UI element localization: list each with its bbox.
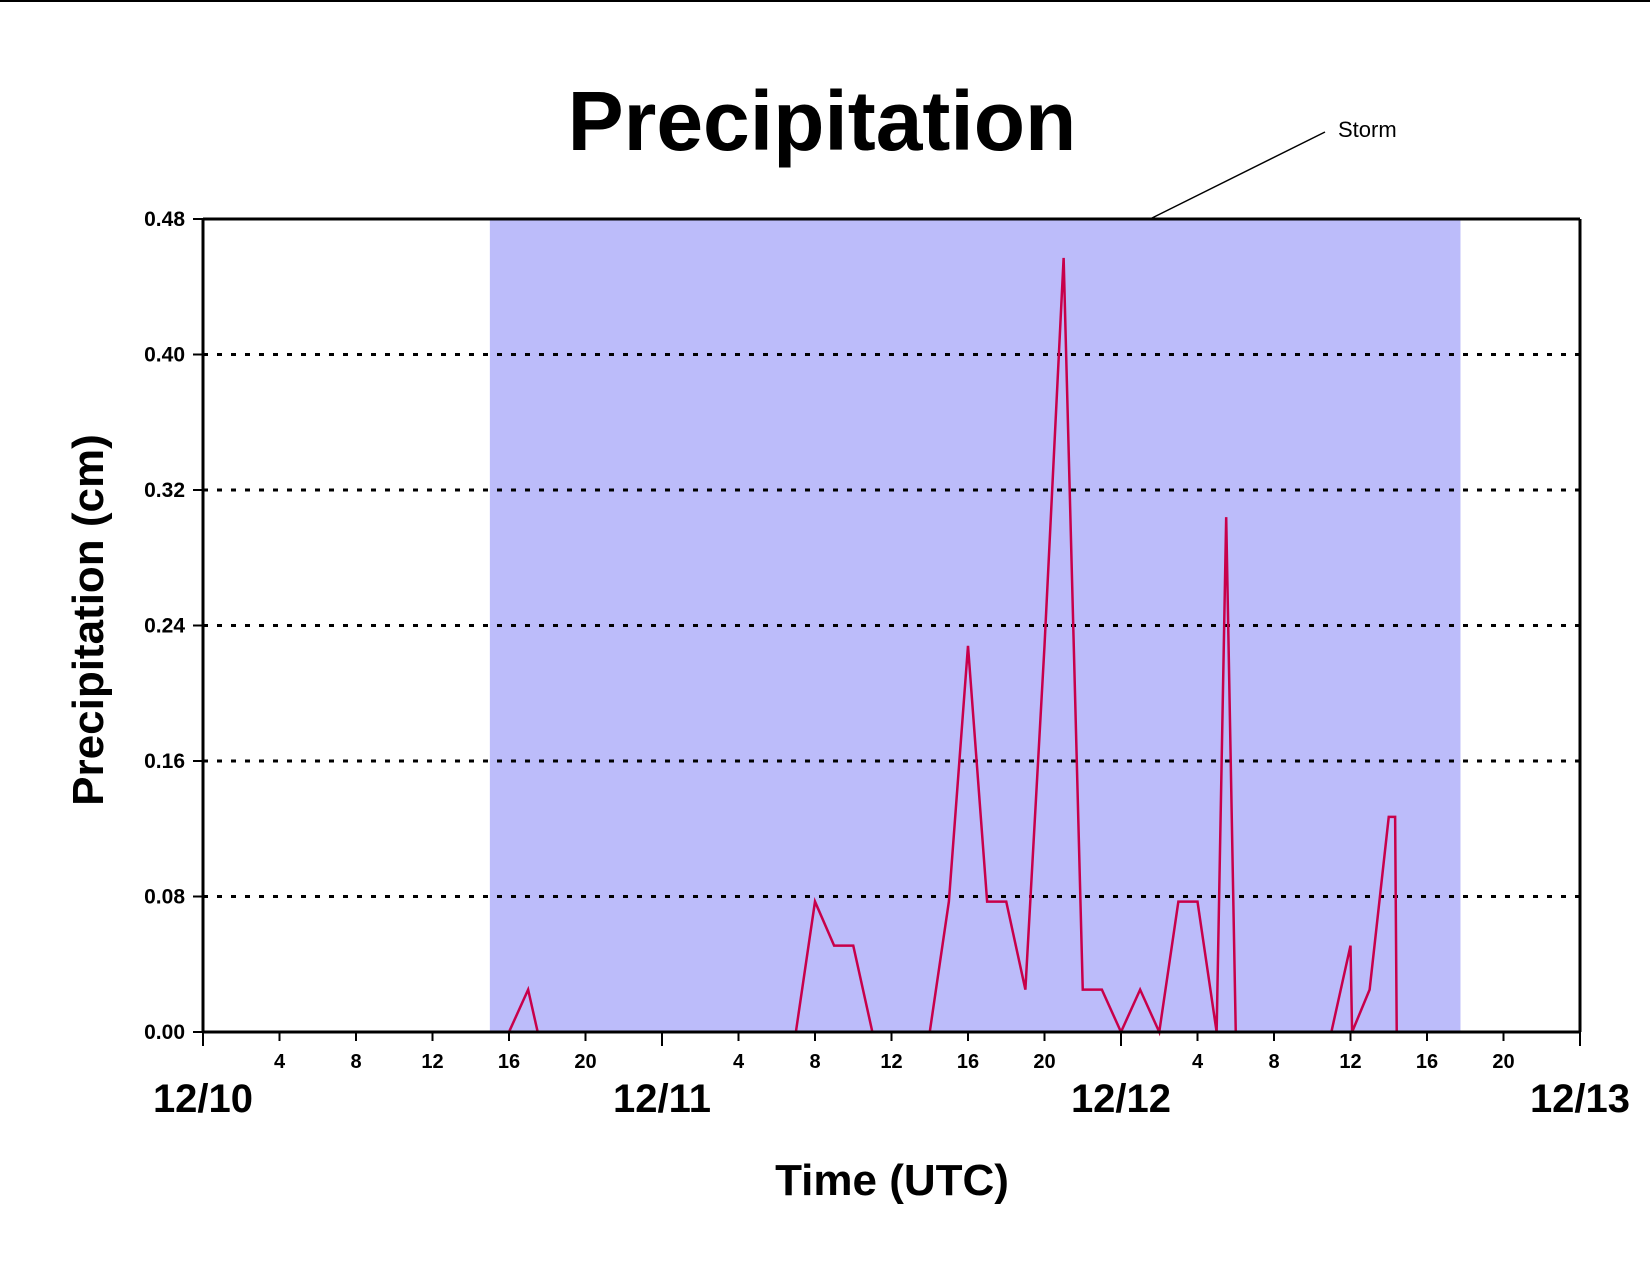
x-tick-label: 12 [880, 1051, 902, 1073]
top-border-rule [0, 0, 1650, 2]
day-label: 12/11 [613, 1077, 711, 1121]
day-label: 12/10 [153, 1077, 253, 1121]
x-tick-label: 4 [733, 1051, 745, 1073]
gridlines [203, 353, 1580, 898]
x-tick-label: 16 [498, 1051, 520, 1073]
x-tick-label: 8 [1268, 1051, 1279, 1073]
y-tick-label: 0.08 [144, 886, 185, 909]
x-tick-label: 4 [274, 1051, 286, 1073]
x-tick-label: 16 [957, 1051, 979, 1073]
y-tick-label: 0.00 [144, 1021, 185, 1044]
precipitation-series-line [203, 257, 1580, 1037]
x-tick-label: 8 [809, 1051, 820, 1073]
y-tick-label: 0.48 [144, 208, 185, 231]
series-layer [203, 257, 1580, 1037]
x-tick-labels: 4 8 12 16 20 4 8 12 16 20 4 8 12 16 20 [274, 1051, 1515, 1073]
y-tick-label: 0.24 [144, 615, 185, 638]
y-tick-labels: 0.00 0.08 0.16 0.24 0.32 0.40 0.48 [144, 208, 185, 1044]
axes [193, 217, 1582, 1046]
day-label: 12/13 [1530, 1077, 1630, 1121]
x-tick-label: 20 [1033, 1051, 1055, 1073]
x-tick-label: 12 [1339, 1051, 1361, 1073]
day-label: 12/12 [1071, 1077, 1171, 1121]
y-tick-label: 0.16 [144, 750, 185, 773]
x-tick-label: 8 [350, 1051, 361, 1073]
y-axis-title: Precipitation (cm) [64, 434, 113, 806]
storm-annotation-label: Storm [1338, 117, 1397, 142]
x-tick-label: 20 [574, 1051, 596, 1073]
day-labels: 12/10 12/11 12/12 12/13 [153, 1077, 1630, 1121]
x-tick-label: 4 [1192, 1051, 1204, 1073]
x-tick-label: 16 [1416, 1051, 1438, 1073]
y-tick-label: 0.40 [144, 344, 185, 367]
x-axis-title: Time (UTC) [775, 1156, 1009, 1205]
x-tick-label: 12 [421, 1051, 443, 1073]
chart-title: Precipitation [568, 74, 1077, 168]
storm-annotation-leader [1149, 131, 1326, 220]
x-tick-label: 20 [1492, 1051, 1514, 1073]
y-tick-label: 0.32 [144, 479, 185, 502]
